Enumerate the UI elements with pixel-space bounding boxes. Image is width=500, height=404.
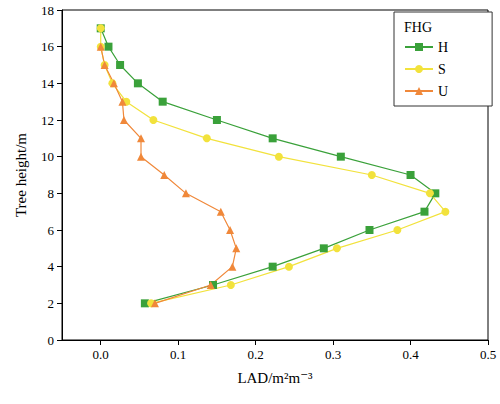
svg-text:6: 6 (48, 223, 55, 238)
svg-text:0.1: 0.1 (170, 347, 186, 362)
svg-text:H: H (438, 40, 448, 55)
svg-text:16: 16 (41, 39, 55, 54)
svg-text:10: 10 (41, 149, 54, 164)
svg-text:4: 4 (48, 259, 55, 274)
svg-text:2: 2 (48, 296, 55, 311)
svg-text:12: 12 (41, 113, 54, 128)
svg-text:0: 0 (48, 333, 55, 348)
svg-text:18: 18 (41, 3, 54, 18)
svg-text:14: 14 (41, 76, 55, 91)
svg-text:S: S (438, 62, 446, 77)
svg-text:0.5: 0.5 (480, 347, 496, 362)
svg-text:U: U (438, 84, 448, 99)
svg-text:0.0: 0.0 (93, 347, 109, 362)
svg-text:0.4: 0.4 (402, 347, 419, 362)
svg-text:LAD/m²m⁻³: LAD/m²m⁻³ (237, 370, 313, 386)
svg-text:FHG: FHG (404, 20, 432, 35)
svg-text:8: 8 (48, 186, 55, 201)
svg-text:0.3: 0.3 (325, 347, 341, 362)
svg-text:Tree height/m: Tree height/m (13, 133, 29, 217)
svg-text:0.2: 0.2 (248, 347, 264, 362)
